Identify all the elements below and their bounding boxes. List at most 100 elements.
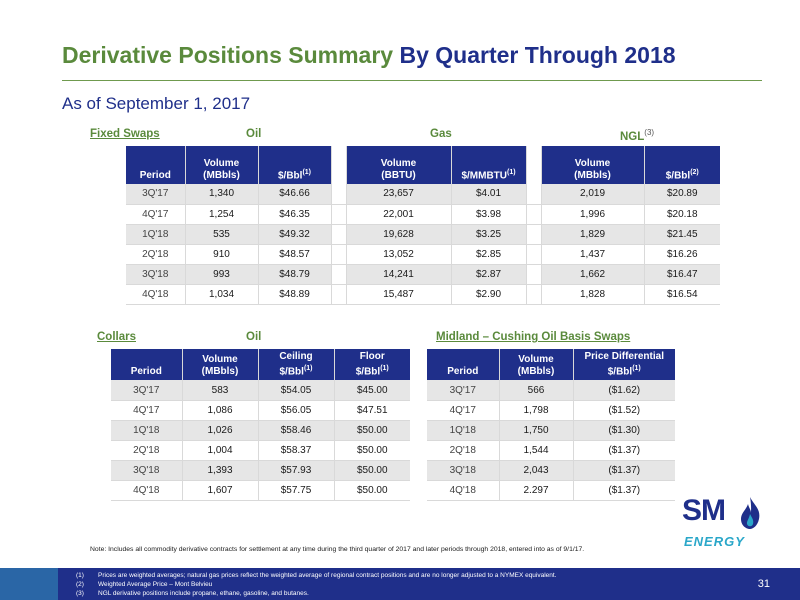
cell-gas-volume: 13,052 (346, 244, 452, 265)
cell-price-differential: ($1.52) (573, 400, 675, 421)
cell-oil-price: $48.57 (258, 244, 332, 265)
cell-ceiling: $57.93 (258, 460, 335, 481)
column-gap (330, 204, 347, 225)
cell-gas-volume: 15,487 (346, 284, 452, 305)
cell-ngl-price: $20.18 (644, 204, 720, 225)
header-gas-volume: Volume (BBTU) (346, 146, 452, 184)
cell-ngl-volume: 1,437 (541, 244, 645, 265)
page-subtitle: As of September 1, 2017 (62, 94, 251, 113)
table-row: 3Q'18 993 $48.79 14,241 $2.87 1,662 $16.… (126, 264, 720, 285)
flame-icon (741, 497, 760, 529)
cell-gas-price: $2.87 (451, 264, 527, 285)
cell-period: 1Q'18 (111, 420, 183, 441)
header-volume: Volume (MBbls) (499, 349, 574, 381)
cell-ngl-volume: 2,019 (541, 184, 645, 205)
collars-table: Period Volume (MBbls) Ceiling $/Bbl(1) Flo… (111, 349, 410, 501)
column-gap (525, 264, 542, 285)
cell-gas-price: $3.98 (451, 204, 527, 225)
column-gap (525, 146, 542, 184)
column-gap (330, 184, 347, 205)
cell-ngl-price: $20.89 (644, 184, 720, 205)
table-row: 1Q'18 1,750 ($1.30) (427, 420, 675, 441)
cell-period: 3Q'17 (427, 380, 500, 401)
cell-ceiling: $58.37 (258, 440, 335, 461)
cell-ngl-volume: 1,662 (541, 264, 645, 285)
cell-floor: $50.00 (334, 440, 410, 461)
column-gap (525, 224, 542, 245)
fixed-swaps-label: Fixed Swaps (90, 128, 160, 140)
cell-period: 4Q'18 (111, 480, 183, 501)
cell-period: 3Q'18 (111, 460, 183, 481)
cell-price-differential: ($1.37) (573, 480, 675, 501)
cell-period: 3Q'18 (126, 264, 186, 285)
cell-price-differential: ($1.62) (573, 380, 675, 401)
fixed-swaps-gas-label: Gas (430, 128, 452, 140)
cell-ngl-price: $16.47 (644, 264, 720, 285)
cell-floor: $45.00 (334, 380, 410, 401)
cell-ceiling: $54.05 (258, 380, 335, 401)
column-gap (525, 184, 542, 205)
page-title-part1: Derivative Positions Summary (62, 42, 394, 68)
cell-oil-price: $48.89 (258, 284, 332, 305)
cell-ngl-price: $16.26 (644, 244, 720, 265)
cell-period: 4Q'18 (427, 480, 500, 501)
cell-oil-price: $48.79 (258, 264, 332, 285)
basis-swaps-label: Midland – Cushing Oil Basis Swaps (436, 331, 631, 343)
table-row: 3Q'17 1,340 $46.66 23,657 $4.01 2,019 $2… (126, 184, 720, 205)
cell-floor: $50.00 (334, 480, 410, 501)
cell-oil-volume: 910 (185, 244, 259, 265)
logo-energy-text: ENERGY (684, 534, 745, 549)
header-period: Period (111, 349, 183, 381)
cell-period: 4Q'17 (427, 400, 500, 421)
footnote-item: (2) Weighted Average Price – Mont Belvieu (76, 581, 213, 588)
cell-floor: $50.00 (334, 420, 410, 441)
cell-ceiling: $58.46 (258, 420, 335, 441)
title-divider (62, 80, 762, 81)
table-row: 4Q'17 1,254 $46.35 22,001 $3.98 1,996 $2… (126, 204, 720, 225)
table-row: 4Q'17 1,086 $56.05 $47.51 (111, 400, 410, 421)
header-floor: Floor $/Bbl(1) (334, 349, 410, 381)
cell-oil-volume: 993 (185, 264, 259, 285)
table-row: 3Q'17 583 $54.05 $45.00 (111, 380, 410, 401)
table-row: 3Q'18 2,043 ($1.37) (427, 460, 675, 481)
cell-ngl-price: $16.54 (644, 284, 720, 305)
cell-oil-volume: 1,034 (185, 284, 259, 305)
cell-price-differential: ($1.30) (573, 420, 675, 441)
cell-period: 3Q'17 (126, 184, 186, 205)
cell-gas-volume: 23,657 (346, 184, 452, 205)
column-gap (525, 284, 542, 305)
table-row: 4Q'17 1,798 ($1.52) (427, 400, 675, 421)
cell-volume: 1,026 (182, 420, 259, 441)
header-ngl-volume: Volume (MBbls) (541, 146, 645, 184)
fixed-swaps-table: Period Volume (MBbls) $/Bbl(1) Volume (BBT… (126, 146, 720, 305)
cell-floor: $50.00 (334, 460, 410, 481)
table-row: 4Q'18 1,034 $48.89 15,487 $2.90 1,828 $1… (126, 284, 720, 305)
footer-bar (0, 568, 800, 600)
table-row: 3Q'18 1,393 $57.93 $50.00 (111, 460, 410, 481)
cell-ngl-volume: 1,828 (541, 284, 645, 305)
cell-gas-volume: 14,241 (346, 264, 452, 285)
header-gas-price: $/MMBTU(1) (451, 146, 527, 184)
page-number: 31 (757, 578, 770, 590)
fixed-swaps-ngl-label: NGL(3) (620, 128, 655, 143)
footnotes: (1) Prices are weighted averages; natural… (76, 571, 557, 598)
header-price-differential: Price Differential $/Bbl(1) (573, 349, 675, 381)
cell-ceiling: $57.75 (258, 480, 335, 501)
cell-volume: 1,607 (182, 480, 259, 501)
header-ceiling: Ceiling $/Bbl(1) (258, 349, 335, 381)
table-row: 4Q'18 1,607 $57.75 $50.00 (111, 480, 410, 501)
column-gap (330, 284, 347, 305)
cell-gas-price: $3.25 (451, 224, 527, 245)
cell-price-differential: ($1.37) (573, 440, 675, 461)
column-gap (330, 244, 347, 265)
cell-volume: 2,043 (499, 460, 574, 481)
cell-gas-price: $2.90 (451, 284, 527, 305)
cell-period: 1Q'18 (427, 420, 500, 441)
cell-volume: 583 (182, 380, 259, 401)
column-gap (330, 264, 347, 285)
cell-gas-price: $2.85 (451, 244, 527, 265)
cell-ceiling: $56.05 (258, 400, 335, 421)
table-row: 2Q'18 1,004 $58.37 $50.00 (111, 440, 410, 461)
note-text: Note: Includes all commodity derivative … (90, 546, 585, 553)
cell-volume: 1,393 (182, 460, 259, 481)
